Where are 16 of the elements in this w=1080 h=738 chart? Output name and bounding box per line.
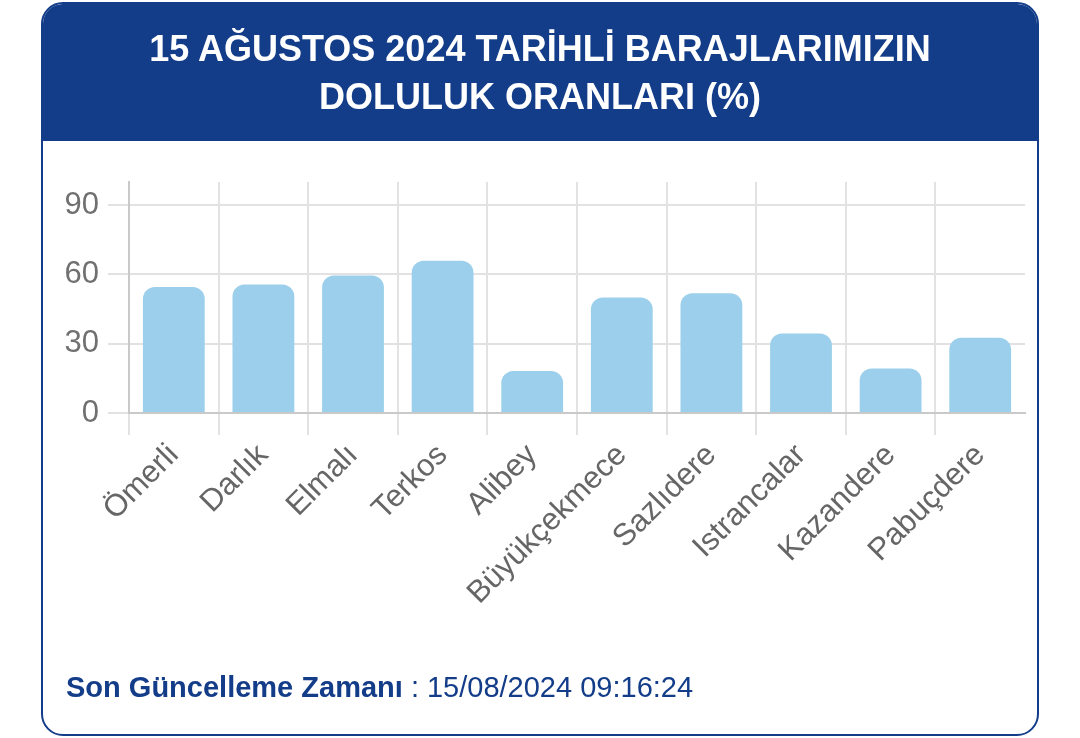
bar [590, 297, 653, 412]
bar [411, 260, 474, 412]
bar [142, 287, 205, 412]
chart-title: 15 AĞUSTOS 2024 TARİHLİ BARAJLARIMIZIN DOLULUK ORANLARI (%) [148, 26, 932, 119]
y-tick-label: 30 [64, 324, 99, 360]
bar [949, 337, 1012, 412]
bar [322, 275, 384, 412]
bar [859, 368, 922, 412]
bar [680, 293, 743, 412]
bar [232, 284, 295, 412]
y-tick-label: 90 [64, 185, 99, 221]
y-tick-label: 0 [81, 393, 99, 429]
bar [501, 370, 564, 412]
y-tick-label: 60 [64, 254, 99, 290]
text: Son Güncelleme Zamanı : 15/08/2024 09:16:24 [66, 671, 694, 703]
bar [770, 333, 832, 412]
